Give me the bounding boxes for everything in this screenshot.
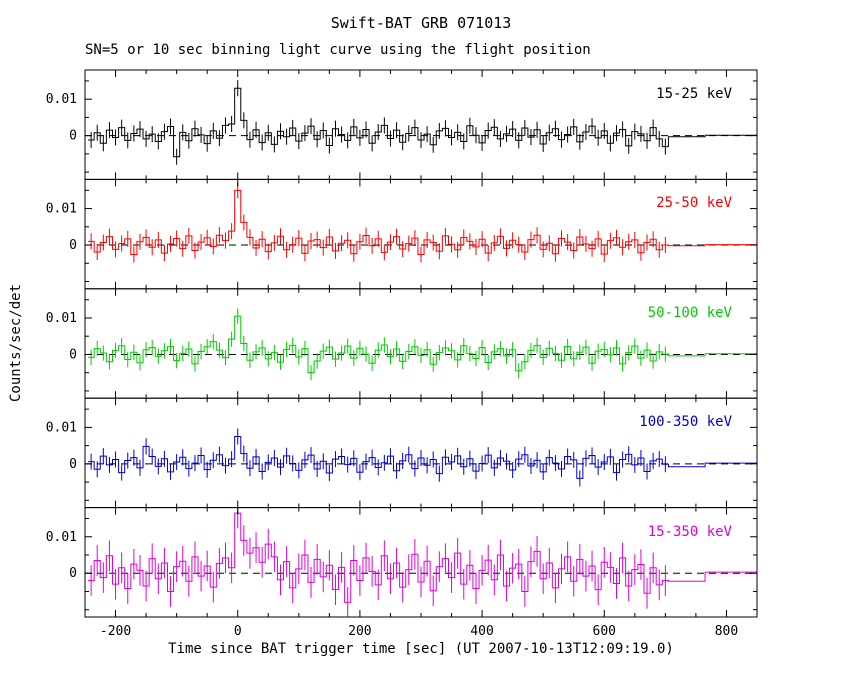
- svg-text:0.01: 0.01: [46, 420, 77, 435]
- plot-title: Swift-BAT GRB 071013: [330, 14, 512, 32]
- svg-text:0.01: 0.01: [46, 92, 77, 107]
- svg-text:800: 800: [715, 624, 738, 639]
- svg-text:0.01: 0.01: [46, 311, 77, 326]
- svg-text:0: 0: [69, 347, 77, 362]
- energy-label-25-50: 25-50 keV: [656, 195, 732, 211]
- x-axis-label: Time since BAT trigger time [sec] (UT 20…: [168, 641, 674, 657]
- svg-text:400: 400: [470, 624, 493, 639]
- svg-text:0.01: 0.01: [46, 202, 77, 217]
- svg-text:600: 600: [593, 624, 616, 639]
- energy-label-50-100: 50-100 keV: [647, 305, 732, 321]
- svg-text:-200: -200: [100, 624, 131, 639]
- energy-label-15-350: 15-350 keV: [647, 524, 732, 540]
- plot-subtitle: SN=5 or 10 sec binning light curve using…: [85, 42, 591, 58]
- svg-text:0: 0: [234, 624, 242, 639]
- energy-label-15-25: 15-25 keV: [656, 86, 732, 102]
- svg-text:200: 200: [348, 624, 371, 639]
- svg-text:0: 0: [69, 566, 77, 581]
- svg-text:0: 0: [69, 238, 77, 253]
- svg-text:0: 0: [69, 457, 77, 472]
- svg-text:0.01: 0.01: [46, 530, 77, 545]
- y-axis-label: Counts/sec/det: [8, 283, 24, 403]
- energy-label-100-350: 100-350 keV: [639, 414, 732, 430]
- svg-text:0: 0: [69, 129, 77, 144]
